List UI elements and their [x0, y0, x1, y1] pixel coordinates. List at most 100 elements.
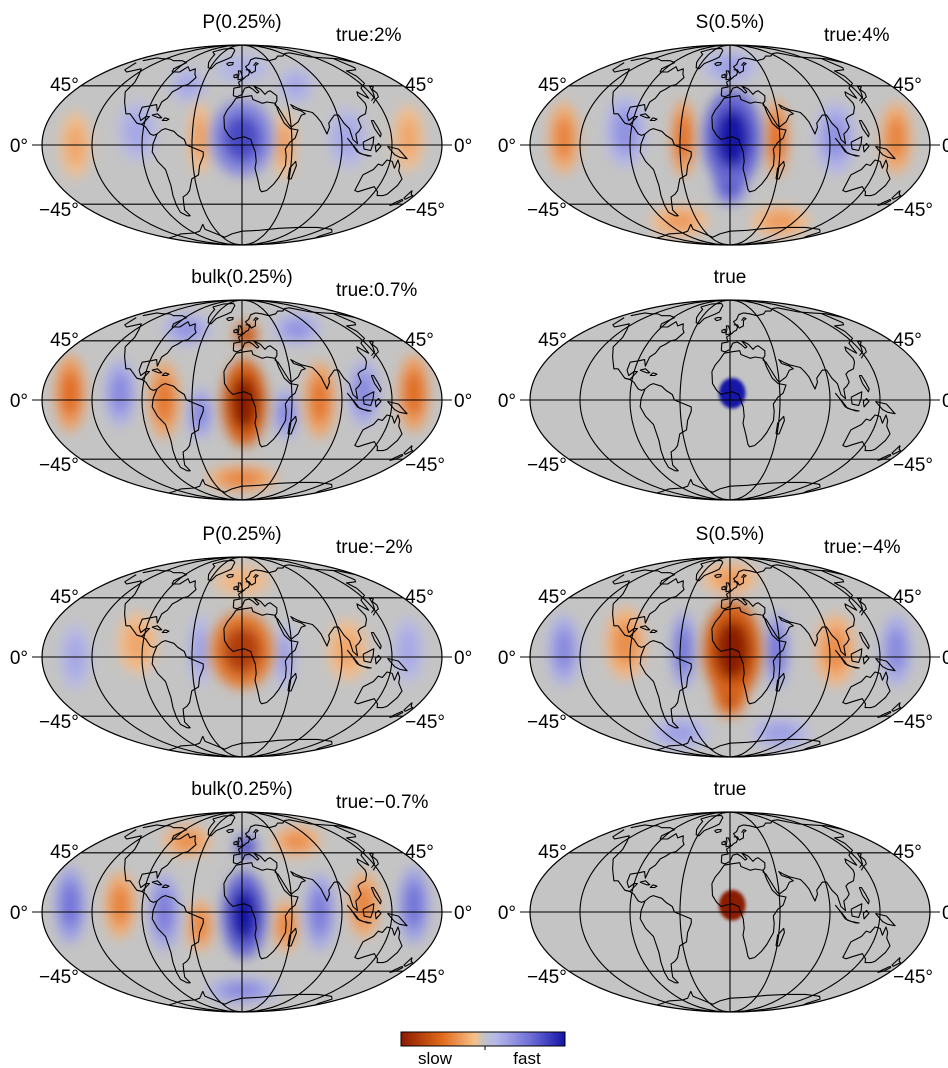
lat-label-0-right: 0°: [942, 648, 948, 669]
map-outline: [41, 811, 443, 1013]
true-amplitude-label: true:−0.7%: [336, 792, 429, 813]
map-panel-p1: 45° 45° 0° 0° −45° −45° P(0.25%) true:2%: [10, 12, 472, 246]
lat-label-45n-left: 45°: [538, 842, 567, 863]
anomaly-blob: [398, 354, 430, 432]
map-outline: [529, 44, 931, 246]
lat-label-45n-left: 45°: [538, 587, 567, 608]
anomaly-blob: [117, 612, 158, 674]
lat-label-0-right: 0°: [454, 391, 472, 412]
lat-label-0-right: 0°: [942, 136, 948, 157]
lat-label-0-right: 0°: [942, 903, 948, 924]
coastlines: [612, 47, 902, 239]
anomaly-blob: [222, 871, 267, 959]
anomaly-blob: [222, 359, 267, 447]
lat-label-45n-left: 45°: [50, 587, 79, 608]
lat-label-0-left: 0°: [10, 391, 28, 412]
lat-label-45s-left: −45°: [527, 967, 567, 988]
map-outline: [41, 44, 443, 246]
lat-label-45n-left: 45°: [50, 330, 79, 351]
anomaly-blob: [54, 354, 86, 432]
map-panel-t1: 45° 45° 0° 0° −45° −45° true: [498, 267, 948, 501]
coastlines: [612, 559, 902, 751]
graticule: [32, 556, 452, 758]
true-amplitude-label: true:−2%: [336, 537, 413, 558]
panel-title: true: [714, 267, 747, 288]
colorbar-legend: slow fast: [400, 1031, 566, 1068]
panel-title: bulk(0.25%): [191, 267, 292, 288]
anomaly-blob: [398, 866, 430, 944]
anomaly-blob: [392, 616, 424, 684]
panel-title: S(0.5%): [696, 12, 765, 33]
lat-label-0-left: 0°: [498, 903, 516, 924]
anomaly-blob: [880, 102, 912, 174]
lat-label-45s-right: −45°: [405, 200, 445, 221]
lat-label-45n-right: 45°: [893, 330, 922, 351]
lat-label-45n-left: 45°: [50, 842, 79, 863]
anomaly-blob: [548, 614, 580, 686]
anomaly-blob: [718, 377, 746, 409]
lat-label-0-left: 0°: [498, 136, 516, 157]
coastlines: [124, 814, 414, 1006]
lat-label-45n-left: 45°: [538, 330, 567, 351]
map-panel-b2: 45° 45° 0° 0° −45° −45° bulk(0.25%) true:−0.7%: [10, 779, 472, 1013]
anomaly-blob: [880, 614, 912, 686]
anomaly-blob: [703, 89, 762, 187]
lat-label-45s-right: −45°: [405, 455, 445, 476]
true-amplitude-label: true:0.7%: [336, 280, 417, 301]
true-amplitude-label: true:−4%: [824, 537, 901, 558]
lat-label-45n-right: 45°: [893, 587, 922, 608]
panel-title: bulk(0.25%): [191, 779, 292, 800]
lat-label-0-right: 0°: [454, 903, 472, 924]
anomaly-blob: [186, 388, 214, 440]
anomaly-blob: [117, 100, 158, 162]
graticule: [520, 556, 940, 758]
colorbar-fast-label: fast: [513, 1049, 541, 1068]
lat-label-0-right: 0°: [454, 136, 472, 157]
map-outline: [41, 299, 443, 501]
map-panel-b1: 45° 45° 0° 0° −45° −45° bulk(0.25%) true:0.7%: [10, 267, 472, 501]
panel-title: P(0.25%): [202, 12, 281, 33]
graticule: [520, 811, 940, 1013]
lat-label-0-left: 0°: [498, 391, 516, 412]
lat-label-45s-left: −45°: [39, 967, 79, 988]
map-outline: [529, 299, 931, 501]
map-outline: [529, 556, 931, 758]
lat-label-45n-left: 45°: [50, 75, 79, 96]
lat-label-45s-left: −45°: [527, 712, 567, 733]
lat-label-45s-right: −45°: [893, 967, 933, 988]
lat-label-45n-right: 45°: [405, 587, 434, 608]
lat-label-45s-left: −45°: [527, 200, 567, 221]
graticule: [520, 299, 940, 501]
graticule: [32, 299, 452, 501]
map-outline: [529, 811, 931, 1013]
map-panel-p4: 45° 45° 0° 0° −45° −45° S(0.5%) true:−4%: [498, 524, 948, 758]
lat-label-0-right: 0°: [942, 391, 948, 412]
lat-label-45n-left: 45°: [538, 75, 567, 96]
true-amplitude-label: true:4%: [824, 25, 890, 46]
lat-label-0-left: 0°: [498, 648, 516, 669]
lat-label-0-left: 0°: [10, 136, 28, 157]
anomaly-blob: [273, 825, 321, 857]
panel-title: true: [714, 779, 747, 800]
anomaly-blob: [273, 313, 321, 345]
lat-label-45s-left: −45°: [39, 455, 79, 476]
lat-label-0-left: 0°: [10, 903, 28, 924]
lat-label-45s-right: −45°: [405, 967, 445, 988]
lat-label-45s-right: −45°: [893, 712, 933, 733]
lat-label-45s-left: −45°: [527, 455, 567, 476]
anomaly-blob: [104, 359, 136, 427]
colorbar-slow-label: slow: [418, 1049, 453, 1068]
lat-label-45n-right: 45°: [405, 330, 434, 351]
anomaly-blob: [188, 102, 211, 174]
lat-label-45s-right: −45°: [893, 455, 933, 476]
coastlines: [612, 814, 902, 1006]
anomaly-blob: [54, 866, 86, 944]
lat-label-45n-right: 45°: [405, 75, 434, 96]
anomaly-blob: [718, 889, 746, 921]
lat-label-45s-right: −45°: [893, 200, 933, 221]
anomaly-blob: [703, 601, 762, 699]
map-panel-p3: 45° 45° 0° 0° −45° −45° P(0.25%) true:−2%: [10, 524, 472, 758]
map-panel-p2: 45° 45° 0° 0° −45° −45° S(0.5%) true:4%: [498, 12, 948, 246]
lat-label-45s-right: −45°: [405, 712, 445, 733]
map-outline: [41, 556, 443, 758]
